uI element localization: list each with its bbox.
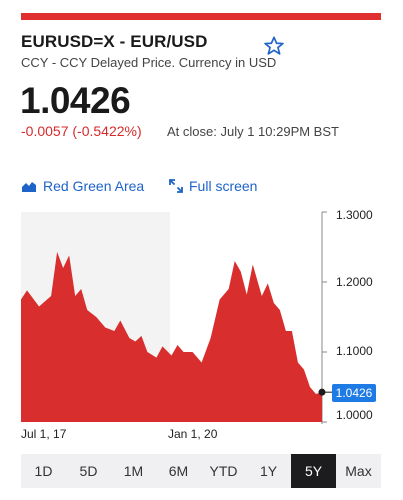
quote-subtitle: CCY - CCY Delayed Price. Currency in USD — [21, 55, 277, 70]
range-button-5y[interactable]: 5Y — [291, 454, 336, 488]
range-button-max[interactable]: Max — [345, 463, 372, 479]
range-button-ytd[interactable]: YTD — [209, 463, 238, 479]
expand-icon — [169, 179, 183, 193]
price-change: -0.0057 (-0.5422%) — [21, 123, 142, 139]
y-tick-label: 1.1000 — [336, 344, 373, 358]
x-tick-label: Jul 1, 17 — [21, 427, 67, 441]
range-button-5d[interactable]: 5D — [79, 463, 98, 479]
x-tick-label: Jan 1, 20 — [168, 427, 218, 441]
chart-type-label: Red Green Area — [43, 178, 145, 194]
page-title: EURUSD=X - EUR/USD — [21, 32, 208, 51]
y-tick-label: 1.2000 — [336, 275, 373, 289]
chart-type-button[interactable]: Red Green Area — [21, 178, 144, 194]
last-value-tag: 1.0426 — [332, 384, 376, 402]
star-icon[interactable] — [263, 35, 285, 57]
series-area — [21, 251, 322, 422]
range-button-6m[interactable]: 6M — [168, 463, 189, 479]
range-button-1y[interactable]: 1Y — [259, 463, 278, 479]
current-price: 1.0426 — [20, 80, 131, 121]
fullscreen-label: Full screen — [189, 178, 258, 194]
range-button-1m[interactable]: 1M — [123, 463, 144, 479]
range-button-1d[interactable]: 1D — [34, 463, 53, 479]
range-selector: 1D 5D 1M 6M YTD 1Y 5Y Max — [21, 454, 381, 488]
area-chart-icon — [22, 182, 36, 192]
y-tick-label: 1.0000 — [336, 408, 373, 422]
brand-bar — [21, 13, 381, 20]
fullscreen-button[interactable]: Full screen — [169, 178, 257, 194]
close-time: At close: July 1 10:29PM BST — [167, 124, 339, 139]
price-chart[interactable] — [0, 205, 403, 445]
y-tick-label: 1.3000 — [336, 208, 373, 222]
